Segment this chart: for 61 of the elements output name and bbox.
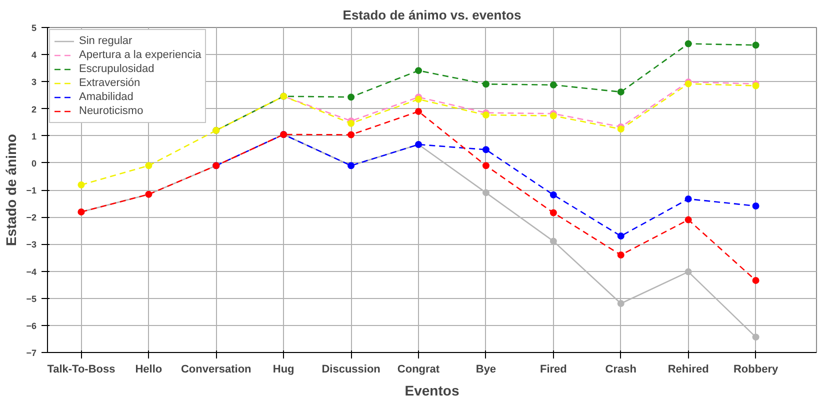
point — [617, 252, 624, 258]
y-tick-label: 2 — [31, 104, 37, 114]
y-tick-label: 0 — [31, 158, 37, 168]
x-tick-label: Crash — [605, 364, 637, 376]
y-axis-title: Estado de ánimo — [3, 134, 20, 246]
x-tick-label: Rehired — [668, 364, 709, 376]
point — [752, 334, 760, 341]
point — [617, 232, 624, 240]
legend-label: Apertura a la experiencia — [79, 48, 202, 62]
x-axis-title: Eventos — [404, 382, 460, 398]
point — [348, 94, 355, 101]
x-tick-label: Hug — [272, 364, 294, 376]
y-tick-label: −6 — [26, 320, 37, 331]
y-tick-label: −4 — [26, 266, 37, 277]
point — [752, 276, 760, 284]
point — [684, 268, 692, 276]
point — [752, 42, 760, 49]
point — [752, 202, 760, 210]
point — [482, 162, 490, 170]
point — [482, 189, 490, 196]
point — [684, 216, 692, 224]
point — [550, 209, 557, 216]
x-tick-label: Robbery — [733, 364, 779, 376]
y-tick-label: −2 — [26, 212, 37, 223]
legend-label: Escrupulosidad — [79, 62, 154, 76]
legend-label: Neuroticismo — [79, 104, 144, 118]
x-tick-label: Hello — [135, 364, 162, 376]
point — [348, 120, 355, 127]
x-tick-label: Conversation — [180, 364, 252, 376]
legend-label: Amabilidad — [79, 90, 134, 104]
point — [684, 40, 692, 48]
point — [617, 88, 624, 96]
y-tick-label: −1 — [26, 186, 37, 196]
legend-label: Extraversión — [79, 76, 140, 90]
legend-label: Sin regular — [79, 34, 132, 48]
y-tick-label: 1 — [31, 131, 37, 142]
point — [550, 191, 557, 198]
y-tick-label: 5 — [31, 23, 37, 33]
y-tick-label: 4 — [31, 50, 37, 60]
y-tick-label: −3 — [26, 240, 37, 250]
point — [550, 238, 557, 245]
point — [415, 108, 422, 115]
y-tick-label: −5 — [26, 294, 37, 304]
x-tick-label: Talk-To-Boss — [47, 364, 116, 376]
point — [78, 181, 85, 188]
point — [482, 80, 490, 88]
x-tick-label: Fired — [540, 364, 567, 376]
x-tick-label: Bye — [476, 364, 496, 376]
x-tick-label: Discussion — [322, 364, 381, 376]
point — [550, 81, 557, 88]
point — [415, 67, 422, 74]
y-tick-label: 3 — [31, 77, 37, 88]
point — [617, 126, 624, 133]
y-tick-label: −7 — [26, 348, 37, 358]
point — [145, 162, 152, 170]
point — [617, 300, 624, 307]
point — [348, 131, 355, 138]
chart-title: Estado de ánimo vs. eventos — [342, 8, 522, 22]
point — [684, 195, 692, 202]
point — [482, 146, 490, 154]
x-tick-label: Congrat — [397, 364, 440, 376]
